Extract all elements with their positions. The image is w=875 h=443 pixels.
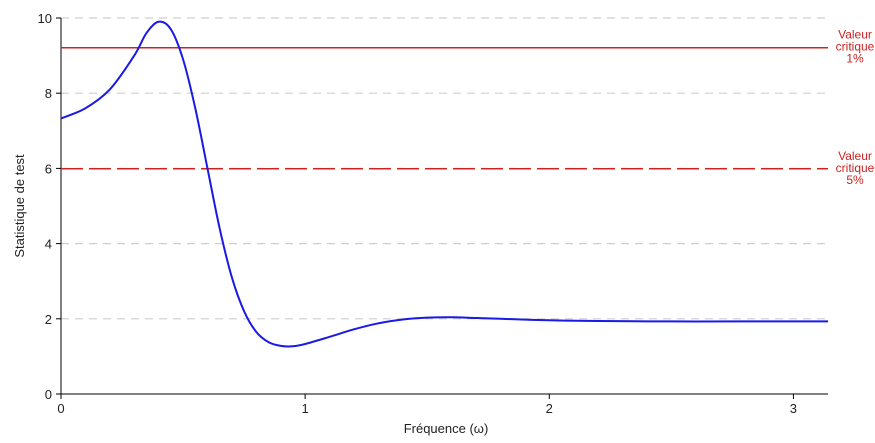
critical-label: Valeur	[838, 149, 872, 163]
x-tick-label: 2	[546, 401, 553, 416]
y-axis-label: Statistique de test	[12, 154, 27, 258]
y-tick-label: 4	[45, 237, 52, 252]
x-tick-label: 1	[302, 401, 309, 416]
critical-label: 1%	[846, 52, 864, 66]
y-tick-label: 10	[38, 11, 52, 26]
y-tick-label: 6	[45, 161, 52, 176]
y-tick-label: 2	[45, 312, 52, 327]
x-tick-label: 0	[57, 401, 64, 416]
series-line	[60, 20, 828, 348]
critical-label: critique	[836, 40, 875, 54]
critical-label: Valeur	[838, 28, 872, 42]
critical-label: critique	[836, 161, 875, 175]
critical-label: 5%	[846, 173, 864, 187]
y-tick-label: 0	[45, 387, 52, 402]
y-tick-label: 8	[45, 86, 52, 101]
x-tick-label: 3	[790, 401, 797, 416]
x-axis-label: Fréquence (ω)	[404, 421, 489, 436]
